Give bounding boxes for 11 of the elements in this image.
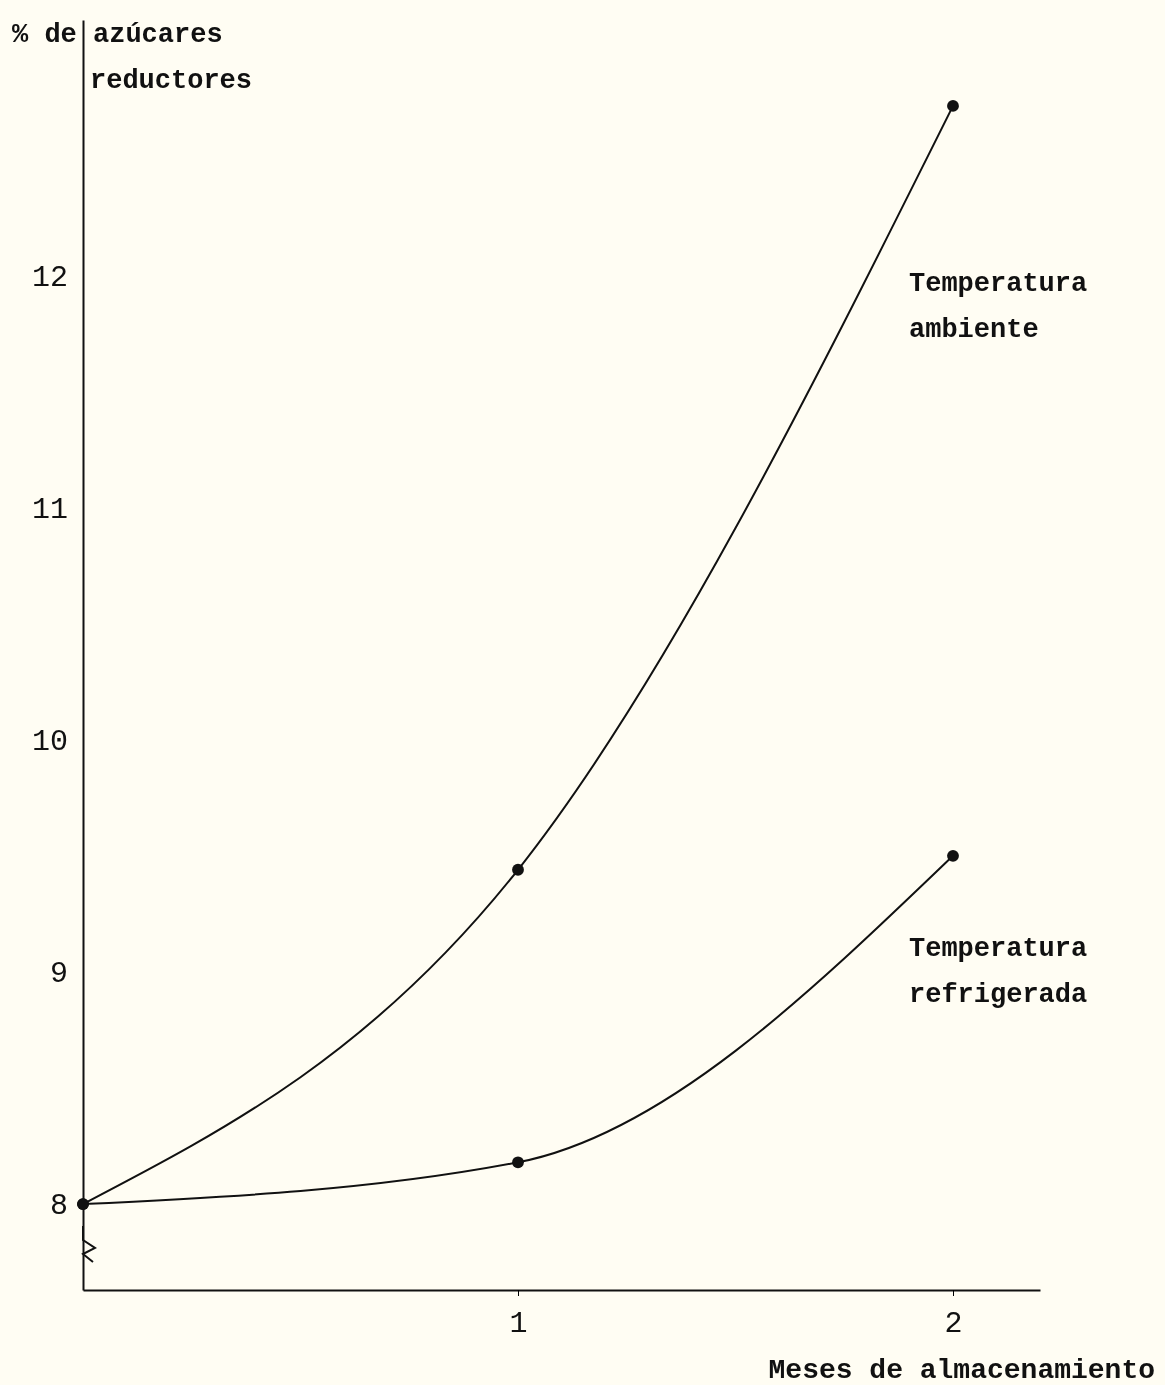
y-tick-label: 11 (31, 492, 68, 527)
y-tick-label: 12 (31, 260, 68, 295)
y-axis-title: % de azúcares reductores (12, 20, 253, 96)
y-tick-label: 9 (49, 957, 68, 992)
x-axis-title: Meses de almacenamiento (768, 1355, 1155, 1385)
x-tick-label: 2 (944, 1307, 963, 1341)
series-label: Temperatura refrigerada (909, 933, 1088, 1010)
y-tick-label: 8 (49, 1189, 68, 1224)
x-tick-label: 1 (509, 1307, 528, 1341)
series-label: Temperatura ambiente (909, 268, 1088, 345)
y-tick-label: 10 (31, 724, 68, 759)
